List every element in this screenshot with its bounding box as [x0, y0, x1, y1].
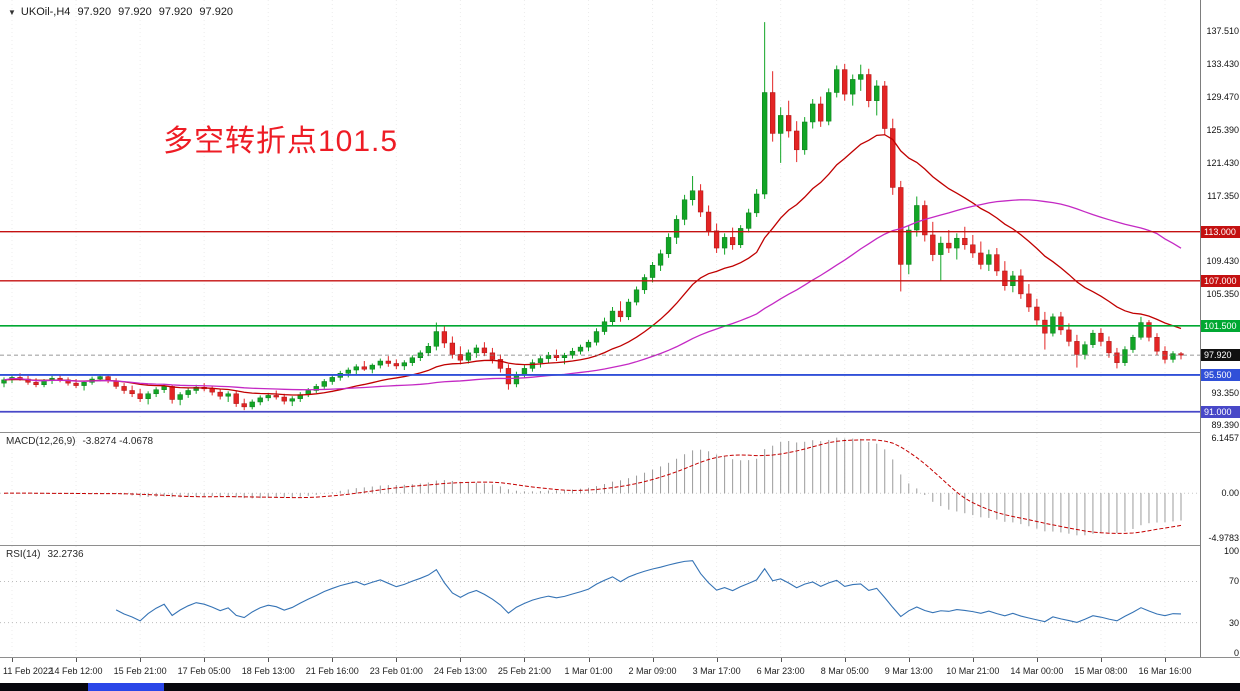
- time-axis-tick: [716, 658, 718, 662]
- time-axis-label: 10 Mar 21:00: [946, 666, 1000, 676]
- time-axis-label: 9 Mar 13:00: [884, 666, 933, 676]
- time-axis-label: 2 Mar 09:00: [628, 666, 677, 676]
- price-axis-label: 125.390: [1206, 125, 1239, 136]
- time-axis-label: 16 Mar 16:00: [1138, 666, 1192, 676]
- price-axis-label: 137.510: [1206, 26, 1239, 37]
- symbol-timeframe-label: UKOil-,H4: [20, 6, 71, 18]
- time-axis-label: 14 Mar 00:00: [1010, 666, 1064, 676]
- price-badge: 113.000: [1201, 225, 1240, 238]
- price-axis-label: 93.350: [1211, 387, 1239, 398]
- time-axis-tick: [1100, 658, 1102, 662]
- time-axis-tick: [1164, 658, 1166, 662]
- price-axis-label: 89.390: [1211, 419, 1239, 430]
- time-axis-tick: [332, 658, 334, 662]
- time-axis-tick: [460, 658, 462, 662]
- price-axis-label: 70: [1228, 576, 1239, 587]
- time-axis-label: 21 Feb 16:00: [305, 666, 359, 676]
- time-axis-label: 23 Feb 01:00: [369, 666, 423, 676]
- annotation-text[interactable]: 多空转折点101.5: [163, 125, 399, 158]
- time-axis-label: 24 Feb 13:00: [433, 666, 487, 676]
- time-axis-tick: [140, 658, 142, 662]
- chart-header: ▼ UKOil-,H4 97.920 97.920 97.920 97.920: [8, 6, 233, 18]
- price-axis-label: 109.430: [1206, 255, 1239, 266]
- price-axis-label: 105.350: [1206, 289, 1239, 300]
- time-axis-tick: [908, 658, 910, 662]
- ohlc-low: 97.920: [158, 6, 193, 18]
- price-axis-label: 100: [1223, 545, 1239, 556]
- price-badge: 97.920: [1201, 349, 1240, 362]
- price-axis-label: 0: [1233, 648, 1239, 657]
- time-axis-label: 15 Feb 21:00: [113, 666, 167, 676]
- price-axis-label: 121.430: [1206, 157, 1239, 168]
- candlestick-canvas[interactable]: [0, 0, 1200, 432]
- macd-label: MACD(12,26,9) -3.8274 -4.0678: [6, 436, 153, 447]
- price-badge: 91.000: [1201, 405, 1240, 418]
- time-axis-label: 1 Mar 01:00: [564, 666, 613, 676]
- scrollbar-thumb[interactable]: [88, 683, 164, 691]
- price-badge: 101.500: [1201, 319, 1240, 332]
- time-axis-tick: [588, 658, 590, 662]
- price-axis[interactable]: 137.510 133.430 129.470 125.390 121.430 117.3…: [1200, 0, 1240, 657]
- time-axis-tick: [652, 658, 654, 662]
- price-axis-label: 129.470: [1206, 91, 1239, 102]
- price-axis-label: 6.1457: [1211, 432, 1239, 443]
- time-axis[interactable]: 11 Feb 2022 14 Feb 12:00 15 Feb 21:00 17 Fe…: [0, 658, 1240, 683]
- symbol-dropdown-icon[interactable]: ▼: [8, 7, 16, 17]
- macd-canvas[interactable]: [0, 433, 1200, 545]
- price-badge: 95.500: [1201, 368, 1240, 381]
- panel-divider[interactable]: [0, 432, 1240, 433]
- time-axis-tick: [396, 658, 398, 662]
- time-axis-tick: [1036, 658, 1038, 662]
- time-axis-tick: [12, 658, 13, 662]
- time-axis-tick: [844, 658, 846, 662]
- time-axis-tick: [76, 658, 78, 662]
- macd-values: -3.8274 -4.0678: [82, 436, 154, 447]
- price-axis-label: 30: [1228, 617, 1239, 628]
- macd-panel[interactable]: MACD(12,26,9) -3.8274 -4.0678: [0, 433, 1200, 545]
- time-axis-tick: [780, 658, 782, 662]
- time-axis-tick: [524, 658, 526, 662]
- price-axis-label: -4.9783: [1208, 532, 1239, 543]
- ohlc-close: 97.920: [199, 6, 234, 18]
- rsi-canvas[interactable]: [0, 546, 1200, 657]
- time-axis-label: 17 Feb 05:00: [177, 666, 231, 676]
- price-axis-label: 117.350: [1207, 191, 1239, 202]
- rsi-title: RSI(14): [6, 549, 41, 560]
- time-axis-label: 3 Mar 17:00: [692, 666, 741, 676]
- price-badge: 107.000: [1201, 274, 1240, 287]
- time-axis-label: 18 Feb 13:00: [241, 666, 295, 676]
- time-axis-tick: [972, 658, 974, 662]
- time-axis-tick: [268, 658, 270, 662]
- ohlc-open: 97.920: [77, 6, 112, 18]
- panel-divider: [0, 657, 1240, 658]
- rsi-value: 32.2736: [47, 549, 84, 560]
- time-axis-label: 6 Mar 23:00: [756, 666, 805, 676]
- bottom-scrollbar: [0, 683, 1240, 691]
- price-axis-label: 133.430: [1206, 59, 1239, 70]
- time-axis-label: 8 Mar 05:00: [820, 666, 869, 676]
- time-axis-label: 15 Mar 08:00: [1074, 666, 1128, 676]
- time-axis-tick: [204, 658, 206, 662]
- rsi-panel[interactable]: RSI(14) 32.2736: [0, 546, 1200, 657]
- panel-divider[interactable]: [0, 545, 1240, 546]
- time-axis-label: 14 Feb 12:00: [49, 666, 103, 676]
- time-axis-label: 11 Feb 2022: [3, 666, 53, 676]
- rsi-label: RSI(14) 32.2736: [6, 549, 84, 560]
- main-chart-panel[interactable]: ▼ UKOil-,H4 97.920 97.920 97.920 97.920 …: [0, 0, 1200, 432]
- ohlc-high: 97.920: [118, 6, 152, 18]
- time-axis-label: 25 Feb 21:00: [497, 666, 551, 676]
- price-axis-label: 0.00: [1221, 488, 1239, 499]
- macd-title: MACD(12,26,9): [6, 436, 76, 447]
